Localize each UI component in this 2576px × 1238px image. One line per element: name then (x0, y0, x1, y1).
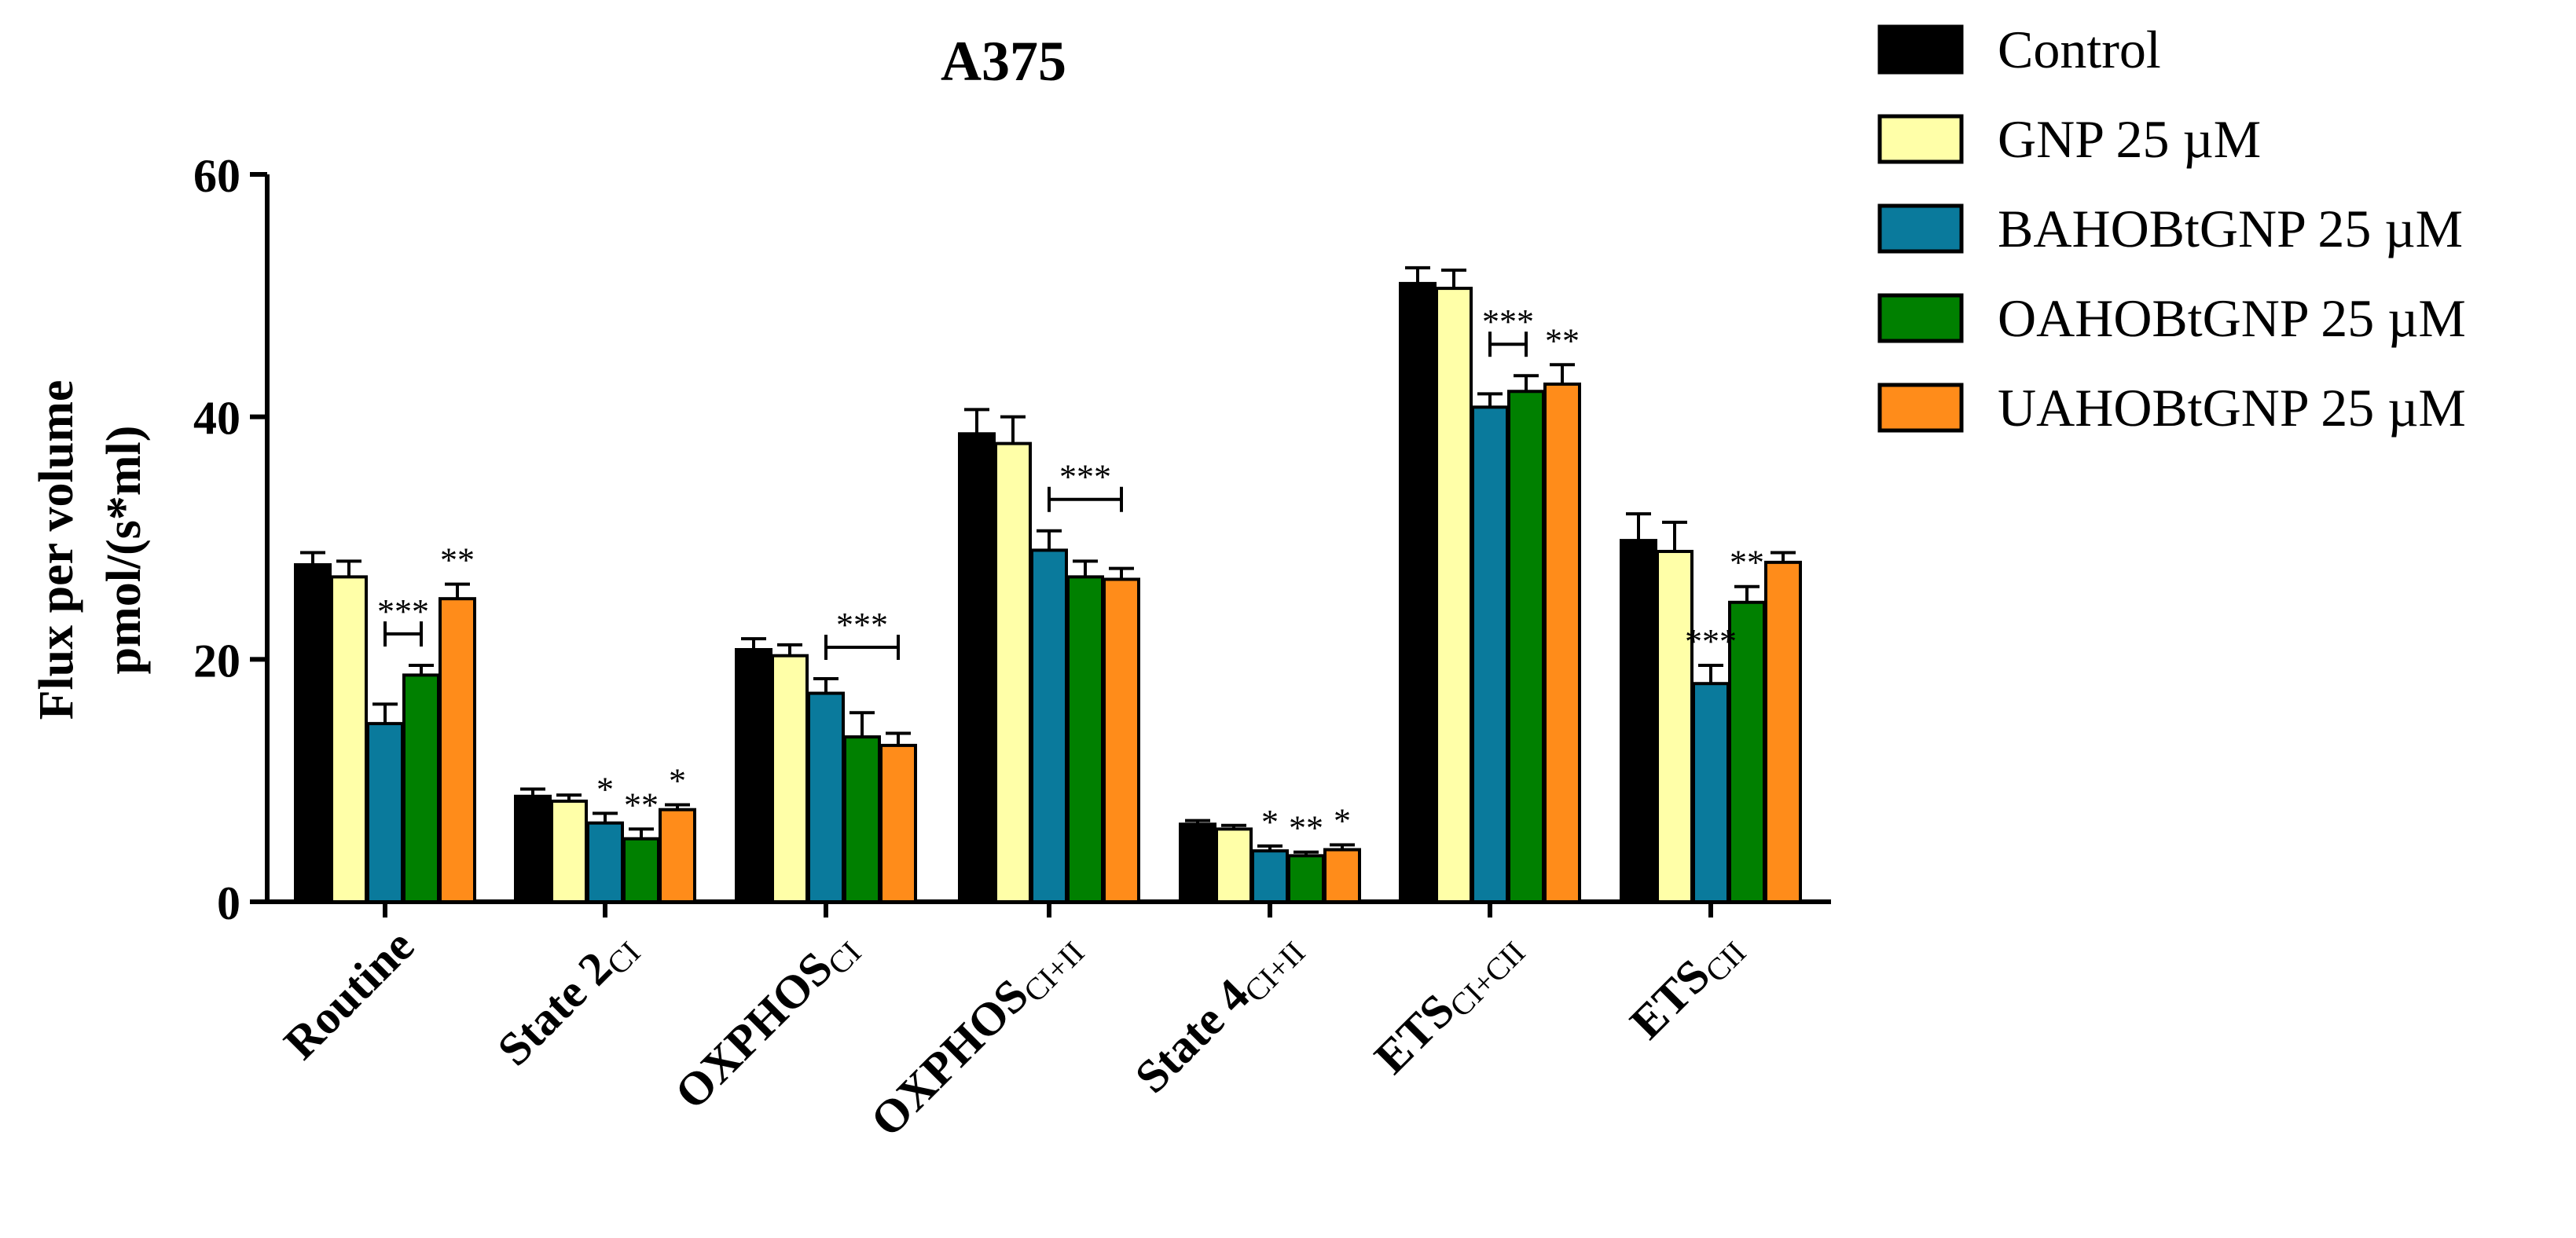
significance-label: *** (836, 606, 888, 644)
y-tick-label: 60 (193, 150, 240, 202)
bar (1251, 849, 1289, 904)
legend-swatch (1877, 114, 1964, 164)
bar (807, 691, 845, 904)
x-category-label-main: OXPHOS (861, 969, 1038, 1147)
legend-label: Control (1998, 20, 2161, 79)
x-category-label-main: State 4 (1125, 969, 1259, 1103)
x-category-label-main: Routine (274, 920, 424, 1069)
x-category-label-main: OXPHOS (665, 942, 842, 1119)
bar (439, 597, 476, 904)
bar (1287, 854, 1325, 904)
significance-marker: ** (624, 786, 659, 824)
x-category-label: ETSCII (1620, 920, 1753, 1053)
y-axis: 0 20 40 60 (193, 150, 270, 929)
bar (1471, 405, 1509, 903)
bar (771, 654, 809, 903)
bar (1543, 382, 1581, 904)
legend-label: UAHOBtGNP 25 µM (1998, 378, 2466, 438)
bar (1103, 577, 1140, 903)
y-axis-label-line-2: pmol/(s*ml) (97, 426, 151, 675)
bar (879, 743, 917, 903)
error-bars (300, 266, 1796, 856)
bars (294, 281, 1802, 904)
bar (586, 821, 624, 904)
significance-marker: *** (1685, 622, 1737, 661)
bar (622, 837, 660, 904)
legend-swatch (1877, 24, 1964, 75)
significance-marker: ** (1730, 544, 1764, 582)
bar (294, 562, 332, 903)
y-tick-label: 0 (217, 877, 240, 929)
x-category-label-main: State 2 (488, 942, 622, 1075)
y-axis-label: Flux per volume pmol/(s*ml) (30, 380, 151, 720)
bar (1323, 848, 1361, 904)
bar (366, 722, 404, 903)
x-axis (265, 899, 1831, 918)
bar (659, 808, 696, 903)
bar (1507, 390, 1545, 903)
bar (735, 647, 772, 904)
y-axis-label-line-1: Flux per volume (30, 380, 83, 720)
bar (1656, 549, 1693, 904)
x-category-label: ETSCI+CII (1364, 920, 1532, 1087)
bar (1692, 682, 1730, 903)
legend-label: BAHOBtGNP 25 µM (1998, 199, 2463, 258)
bar (402, 673, 440, 903)
legend: Control GNP 25 µM BAHOBtGNP 25 µM OAHOBtGNP… (1877, 20, 2466, 438)
y-tick-label: 20 (193, 635, 240, 687)
x-category-label: State 2CI (488, 920, 648, 1079)
bar (1066, 575, 1104, 903)
bar (1179, 822, 1216, 904)
bar (1620, 539, 1657, 903)
legend-label: GNP 25 µM (1998, 109, 2261, 169)
bar (514, 794, 552, 903)
legend-swatch (1877, 203, 1964, 254)
significance-marker: * (1261, 803, 1279, 841)
bar (1030, 548, 1068, 904)
x-category-label-subscript: CI+CII (1443, 935, 1532, 1024)
legend-swatch (1877, 383, 1964, 433)
bar (958, 432, 996, 903)
legend-swatch (1877, 293, 1964, 343)
significance-marker: ** (1545, 321, 1580, 360)
significance-annotations: *** ************ **** ** ******** (377, 302, 1764, 848)
significance-label: *** (1482, 302, 1534, 341)
chart-title: A375 (941, 30, 1066, 93)
x-category-label: OXPHOSCI+II (861, 920, 1091, 1150)
bar (843, 735, 881, 904)
bar (1399, 281, 1437, 903)
x-category-label: OXPHOSCI (665, 920, 868, 1123)
significance-label: *** (1059, 458, 1111, 496)
y-tick-label: 40 (193, 393, 240, 445)
significance-marker: * (596, 770, 614, 808)
legend-label: OAHOBtGNP 25 µM (1998, 288, 2466, 348)
bar (1435, 287, 1473, 904)
x-category-label: Routine (274, 920, 424, 1069)
bar (1215, 827, 1253, 904)
significance-label: *** (377, 592, 429, 631)
significance-marker: * (1334, 801, 1351, 840)
significance-marker: ** (440, 541, 475, 580)
bar (550, 799, 588, 903)
bar (330, 575, 368, 903)
significance-marker: * (669, 762, 686, 800)
x-category-label: State 4CI+II (1125, 920, 1312, 1107)
bar (994, 441, 1032, 903)
bar (1764, 560, 1802, 903)
significance-marker: ** (1289, 809, 1323, 848)
